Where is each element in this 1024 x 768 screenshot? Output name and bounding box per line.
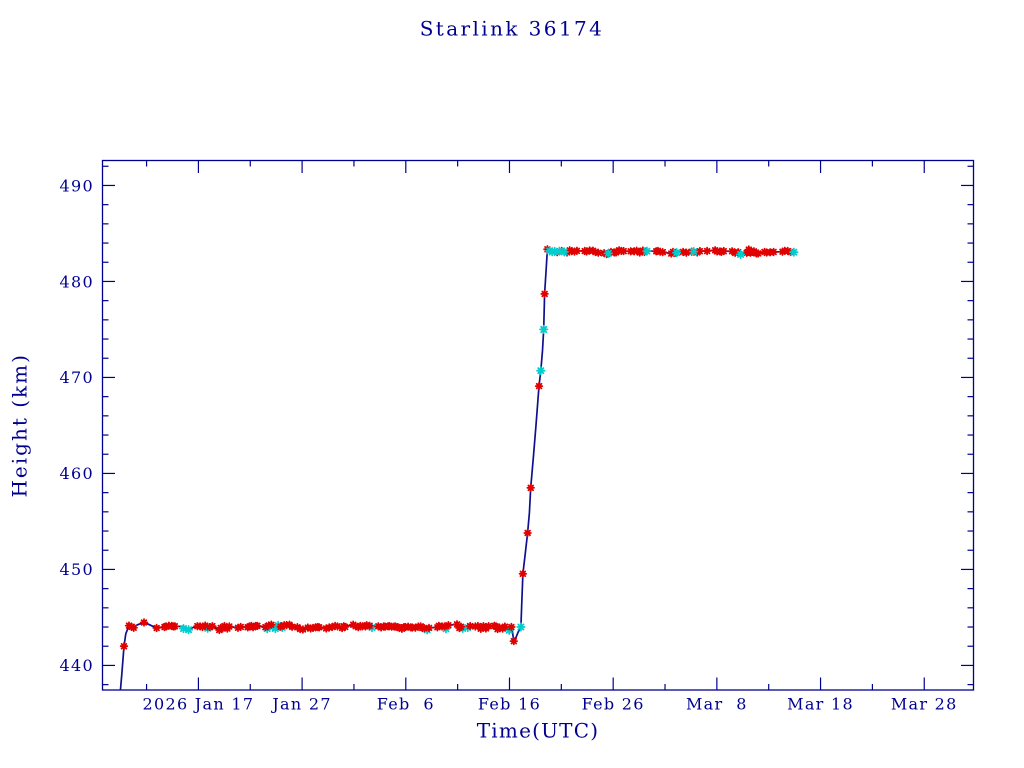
x-tick-label: Jan 27	[270, 695, 332, 714]
x-axis-title: Time(UTC)	[477, 719, 599, 743]
x-tick-label: Feb 6	[377, 695, 435, 714]
plot-frame	[101, 159, 975, 691]
y-tick-labels: 440 450 460 470 480 490	[60, 176, 94, 675]
y-tick-label: 470	[60, 368, 94, 387]
y-axis-title: Height (km)	[8, 353, 32, 497]
chart-title: Starlink 36174	[420, 17, 605, 41]
y-tick-label: 440	[60, 656, 94, 675]
x-tick-label: 2026 Jan 17	[143, 695, 255, 714]
y-tick-label: 460	[60, 464, 94, 483]
x-tick-labels: 2026 Jan 17 Jan 27 Feb 6 Feb 16 Feb 26 Mar 8 M…	[143, 695, 958, 714]
axis-ticks	[102, 160, 974, 690]
x-tick-label: Feb 16	[478, 695, 541, 714]
cyan-asterisk-markers	[516, 246, 799, 632]
x-tick-label: Feb 26	[582, 695, 645, 714]
x-tick-label: Mar 28	[891, 695, 958, 714]
y-tick-label: 490	[60, 176, 94, 195]
y-tick-label: 450	[60, 560, 94, 579]
x-tick-label: Mar 18	[787, 695, 854, 714]
y-tick-label: 480	[60, 272, 94, 291]
red-asterisk-markers	[119, 245, 795, 651]
x-tick-label: Mar 8	[686, 695, 748, 714]
